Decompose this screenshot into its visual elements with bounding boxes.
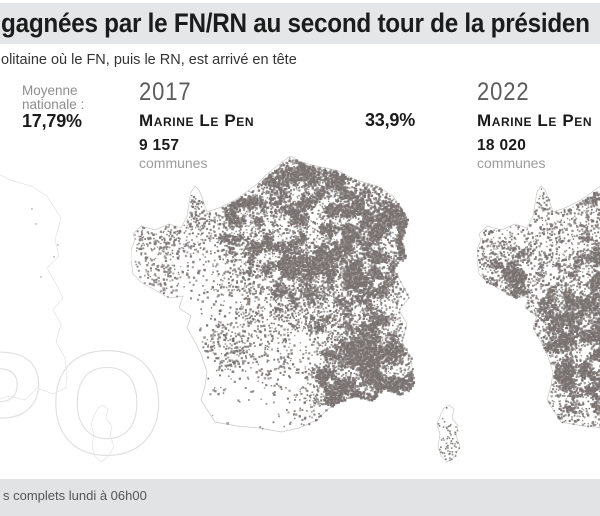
map-left-partial [0,156,135,486]
national-average-value: 17,79% [22,111,82,131]
title-band: gagnées par le FN/RN au second tour de l… [0,3,600,44]
national-average-label-line2: nationale : [22,96,85,112]
candidate-name-2017: Marine Le Pen [139,111,255,130]
year-label-2017: 2017 [139,78,192,106]
national-average-label: Moyenne nationale : [22,84,84,111]
map-2022 [477,156,600,486]
communes-count-2017: 9 157 [139,137,180,154]
page-title: gagnées par le FN/RN au second tour de l… [1,8,590,38]
map-2017 [131,156,481,486]
national-average-label-line1: Moyenne [22,83,78,98]
footer-band: s complets lundi à 06h00 [0,479,600,516]
year-label-2022: 2022 [477,78,530,106]
page-subtitle: olitaine où le FN, puis le RN, est arriv… [1,52,297,68]
communes-label-2022: communes [477,155,546,171]
vote-share-2017: 33,9% [365,110,416,130]
communes-count-2022: 18 020 [477,137,527,154]
communes-label-2017: communes [139,155,208,171]
candidate-name-2022: Marine Le Pen [477,111,593,130]
footer-note: s complets lundi à 06h00 [3,488,147,503]
